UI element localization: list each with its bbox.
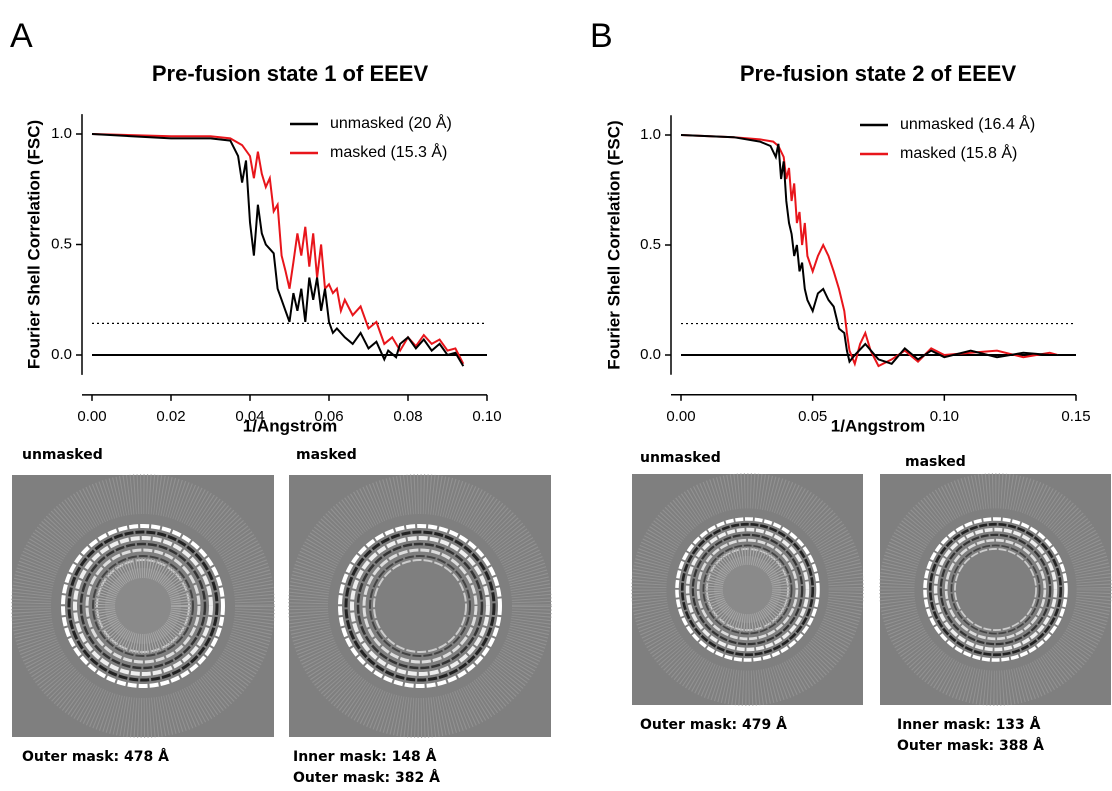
y-axis-label: Fourier Shell Correlation (FSC) <box>24 120 43 369</box>
x-tick-label: 0.00 <box>77 408 106 425</box>
x-axis-label: 1/Angstrom <box>831 416 925 435</box>
legend-label: unmasked (16.4 Å) <box>900 114 1035 133</box>
ring <box>696 538 799 641</box>
chart-title: Pre-fusion state 1 of EEEV <box>152 61 429 86</box>
ring <box>369 555 471 657</box>
legend-label: masked (15.8 Å) <box>900 143 1017 162</box>
x-tick-label: 0.02 <box>156 408 185 425</box>
y-axis-label: Fourier Shell Correlation (FSC) <box>604 120 623 369</box>
ring <box>680 522 815 657</box>
image-caption: Outer mask: 479 Å <box>640 716 787 733</box>
x-tick-label: 0.15 <box>1061 408 1090 425</box>
x-tick-label: 0.08 <box>393 408 422 425</box>
noise-halo <box>879 473 1112 706</box>
ring <box>923 517 1068 662</box>
y-tick-label: 0.5 <box>51 235 72 252</box>
fsc-map-image <box>11 474 275 738</box>
x-tick-label: 0.00 <box>666 408 695 425</box>
core-noise <box>95 558 191 654</box>
fsc-map-image <box>879 473 1112 706</box>
fsc-curve <box>680 134 1058 368</box>
ring <box>344 530 496 682</box>
ring <box>373 559 467 653</box>
y-tick-label: 0.5 <box>640 236 661 253</box>
ring <box>950 544 1041 635</box>
y-tick-label: 1.0 <box>51 125 72 142</box>
image-caption: Inner mask: 133 Å <box>897 716 1041 733</box>
image-label: masked <box>905 454 966 470</box>
image-caption: Outer mask: 382 Å <box>293 769 440 786</box>
x-tick-label: 0.06 <box>314 408 343 425</box>
fsc-curve <box>91 133 465 365</box>
noise-halo <box>631 473 864 706</box>
ring <box>933 527 1058 652</box>
ring <box>338 524 502 688</box>
x-axis-label: 1/Angstrom <box>243 416 337 435</box>
fsc-curve <box>680 134 1058 365</box>
ring <box>675 517 820 662</box>
ring <box>61 524 225 688</box>
ring <box>362 548 478 664</box>
y-tick-label: 0.0 <box>51 346 72 363</box>
x-tick-label: 0.04 <box>235 408 264 425</box>
image-caption: Outer mask: 388 Å <box>897 737 1044 754</box>
x-tick-label: 0.05 <box>798 408 827 425</box>
fsc-curve <box>91 133 465 367</box>
image-caption: Outer mask: 478 Å <box>22 748 169 765</box>
ring <box>944 538 1047 641</box>
ring <box>939 533 1052 646</box>
image-label: unmasked <box>22 447 103 463</box>
ring <box>685 527 810 652</box>
chart-title: Pre-fusion state 2 of EEEV <box>740 61 1017 86</box>
ring <box>92 555 194 657</box>
fsc-map-image <box>288 474 552 738</box>
ring <box>702 544 793 635</box>
fsc-map-image <box>631 473 864 706</box>
ring <box>67 530 219 682</box>
noise-halo <box>288 474 552 738</box>
image-caption: Inner mask: 148 Å <box>293 748 437 765</box>
noise-halo <box>11 474 275 738</box>
ring <box>85 548 201 664</box>
ring <box>928 522 1063 657</box>
ring <box>356 542 484 670</box>
ring <box>350 536 490 676</box>
y-tick-label: 1.0 <box>640 126 661 143</box>
legend-label: unmasked (20 Å) <box>330 113 452 132</box>
ring <box>954 548 1037 631</box>
panel-letter: A <box>10 17 33 55</box>
core-noise <box>705 547 790 632</box>
y-tick-label: 0.0 <box>640 346 661 363</box>
x-tick-label: 0.10 <box>930 408 959 425</box>
image-label: masked <box>296 447 357 463</box>
ring <box>73 536 213 676</box>
image-label: unmasked <box>640 450 721 466</box>
panel-letter: B <box>590 17 613 55</box>
ring <box>79 542 207 670</box>
legend-label: masked (15.3 Å) <box>330 142 447 161</box>
ring <box>691 533 804 646</box>
x-tick-label: 0.10 <box>472 408 501 425</box>
